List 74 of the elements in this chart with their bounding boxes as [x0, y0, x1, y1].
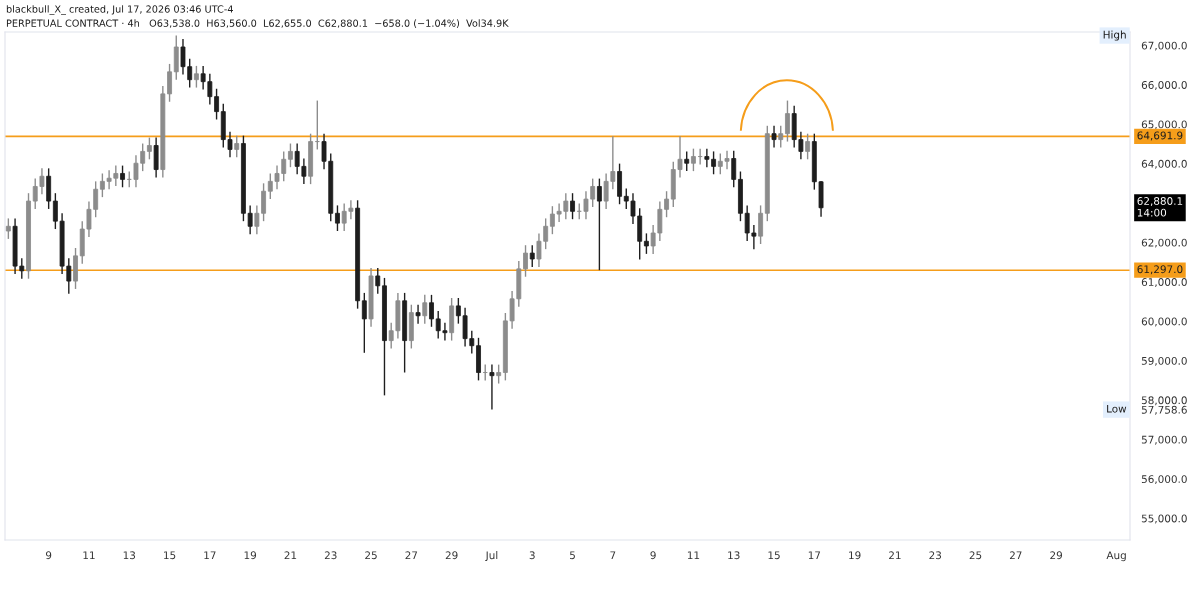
- candlestick: [691, 147, 696, 172]
- x-tick-label: 19: [849, 551, 861, 560]
- candlestick: [496, 363, 502, 385]
- candlestick: [288, 142, 293, 168]
- x-tick-label: 25: [365, 551, 377, 560]
- y-tick-label: 62,000.0: [1141, 238, 1187, 248]
- candlestick: [335, 204, 340, 232]
- x-tick-label: 19: [244, 551, 257, 560]
- x-tick-label: 17: [808, 551, 821, 560]
- y-tick-label: 64,000.0: [1141, 159, 1187, 169]
- y-tick-label: 67,000.0: [1141, 41, 1187, 51]
- candlestick: [684, 150, 690, 172]
- y-tick-label: 61,000.0: [1141, 278, 1187, 288]
- x-tick-label: 21: [889, 551, 901, 560]
- y-tick-label: 59,000.0: [1141, 356, 1187, 366]
- candlestick: [193, 65, 199, 89]
- y-tick-label: 66,000.0: [1141, 81, 1187, 90]
- x-tick-label: 23: [324, 551, 337, 560]
- candlestick: [570, 192, 575, 220]
- x-tick-label: 7: [610, 551, 616, 560]
- x-tick-label: 27: [1009, 551, 1022, 560]
- annotation: Low: [1107, 404, 1127, 413]
- candlestick: [422, 294, 428, 325]
- text: 62,880.1 14:00: [1137, 197, 1183, 217]
- y-tick-label: 57,758.6: [1141, 405, 1187, 415]
- x-tick-label: 11: [687, 551, 700, 560]
- x-tick-label: 21: [284, 551, 297, 560]
- candlestick: [643, 232, 649, 255]
- x-tick-label: 9: [650, 551, 656, 560]
- candlestick: [429, 294, 434, 328]
- ref-line-label: 61,297.0: [1137, 265, 1183, 275]
- x-tick-label: 23: [929, 551, 942, 560]
- candlestick: [596, 177, 602, 271]
- y-tick-label: 55,000.0: [1141, 514, 1187, 524]
- candlestick: [415, 304, 421, 325]
- x-tick-label: 11: [83, 551, 95, 560]
- y-tick-label: 56,000.0: [1141, 475, 1187, 485]
- y-tick-label: 57,000.0: [1141, 435, 1187, 445]
- candlestick: [489, 363, 495, 411]
- x-tick-label: 15: [164, 551, 176, 560]
- candlestick: [778, 125, 784, 149]
- chart-title: blackbull_X_ created, Jul 17, 2026 03:46 UTC-4: [6, 5, 233, 15]
- y-tick-label: 58,000.0: [1141, 396, 1187, 406]
- candlestick: [120, 164, 125, 188]
- x-tick-label: 27: [405, 551, 418, 560]
- x-tick-label: Aug: [1106, 551, 1126, 562]
- x-tick-label: 3: [529, 551, 535, 560]
- candlestick: [234, 134, 240, 159]
- candlestick: [785, 99, 790, 143]
- candlestick: [523, 244, 528, 278]
- candlestick: [771, 125, 777, 149]
- candlestick: [805, 132, 811, 160]
- candlestick: [146, 136, 152, 160]
- x-tick-label: 13: [728, 551, 740, 560]
- candlestick: [5, 217, 11, 240]
- x-tick-label: 5: [570, 551, 575, 560]
- x-tick-label: 29: [1050, 551, 1063, 560]
- candlestick: [361, 292, 367, 354]
- y-tick-label: 60,000.0: [1141, 317, 1187, 327]
- candlestick: [375, 267, 381, 295]
- candlestick: [529, 244, 535, 268]
- x-tick-label: Jul: [485, 551, 498, 562]
- x-tick-label: 13: [123, 551, 136, 560]
- ref-line-label: 64,691.9: [1137, 131, 1183, 141]
- x-tick-label: 9: [46, 551, 52, 560]
- x-tick-label: 29: [445, 551, 458, 560]
- chart-subtitle: PERPETUAL CONTRACT · 4h O63,538.0 H63,560.0 L62,655.0 C62,880.1 −658.0 (−1.04%) Vol34.9K: [6, 19, 509, 28]
- candlestick: [758, 204, 764, 245]
- y-tick-label: 65,000.0: [1141, 120, 1187, 130]
- x-tick-label: 25: [969, 551, 982, 560]
- x-tick-label: 17: [204, 551, 216, 560]
- annotation: High: [1103, 30, 1126, 41]
- x-tick-label: 15: [768, 551, 780, 560]
- candlestick: [731, 149, 737, 188]
